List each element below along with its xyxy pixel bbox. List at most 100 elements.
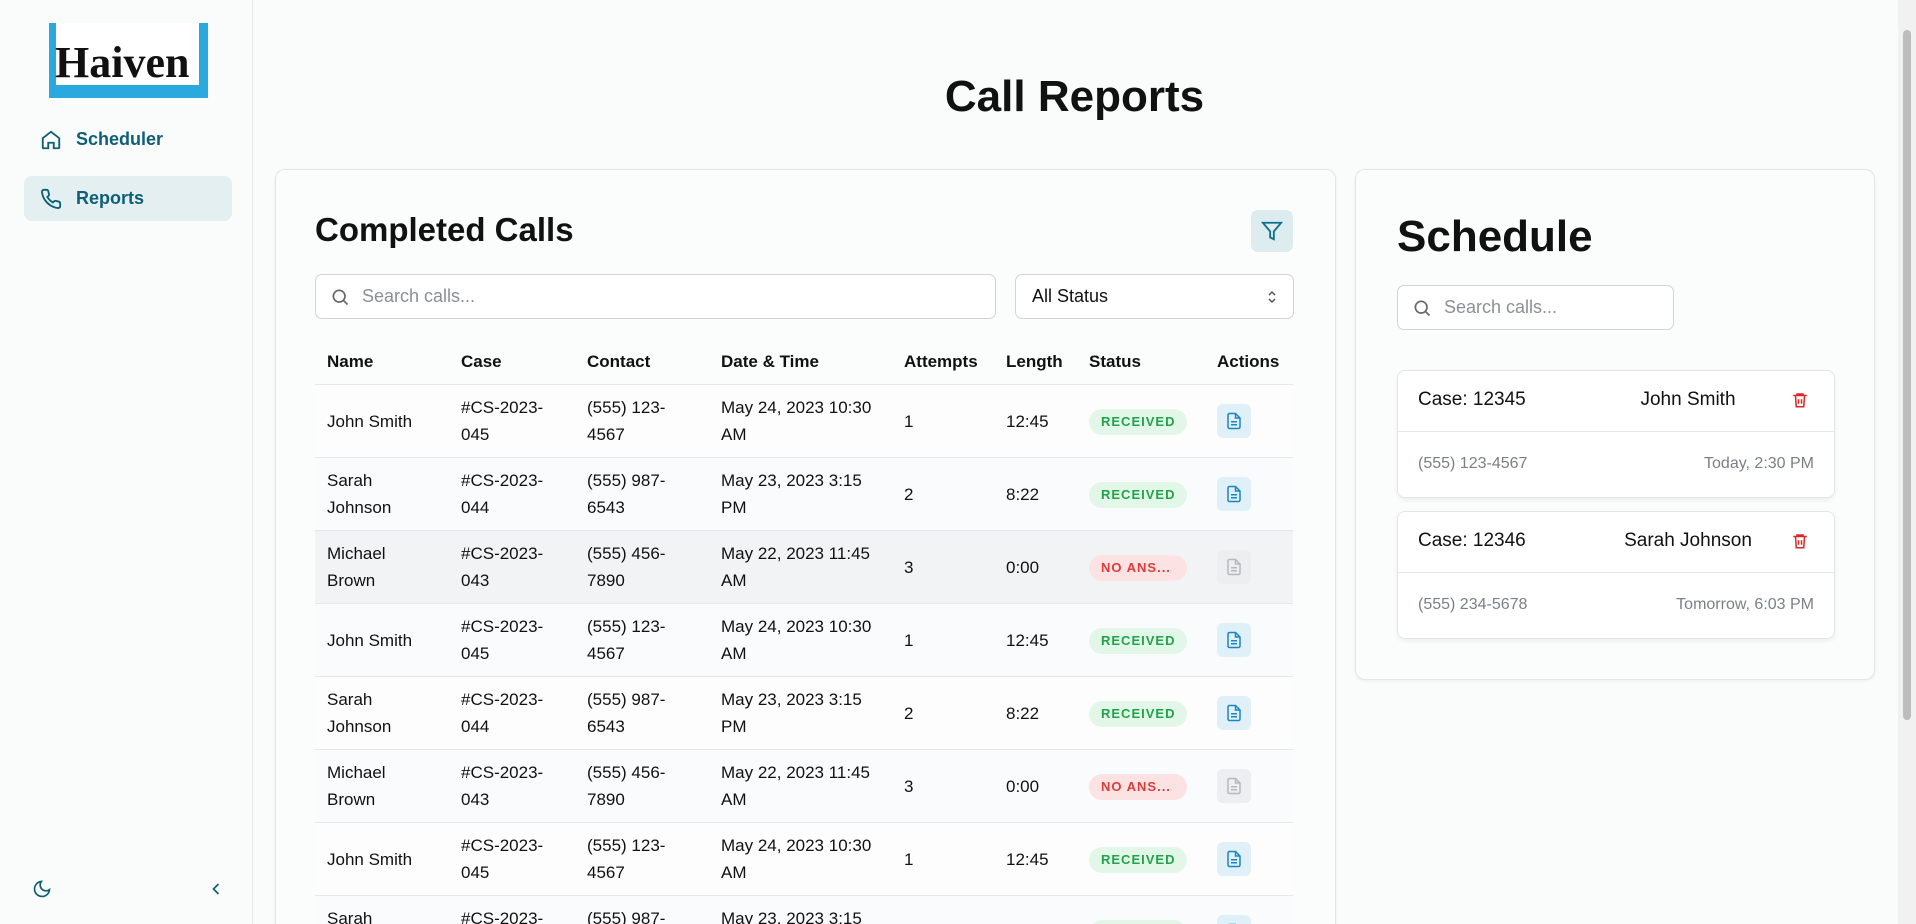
column-header: Name — [315, 340, 449, 385]
status-badge: RECEIVED — [1089, 482, 1187, 508]
column-header: Contact — [575, 340, 709, 385]
cell: 8:22 — [994, 895, 1077, 924]
cell: 2 — [892, 457, 994, 531]
cell: #CS-2023-045 — [449, 822, 575, 896]
cell: May 22, 2023 11:45 AM — [709, 749, 892, 823]
status-badge: RECEIVED — [1089, 920, 1187, 924]
call-time: Tomorrow, 6:03 PM — [1676, 596, 1814, 613]
collapse-button[interactable] — [206, 879, 226, 899]
cell: #CS-2023-045 — [449, 603, 575, 677]
cell: John Smith — [315, 822, 449, 896]
search-placeholder: Search calls... — [362, 286, 476, 306]
actions-cell — [1205, 457, 1293, 531]
actions-cell — [1205, 676, 1293, 750]
status-cell: RECEIVED — [1077, 457, 1205, 531]
filter-button[interactable] — [1251, 210, 1293, 252]
status-cell: RECEIVED — [1077, 822, 1205, 896]
phone: (555) 123-4567 — [1418, 455, 1528, 472]
view-report-button[interactable] — [1217, 404, 1251, 438]
cell: May 24, 2023 10:30 AM — [709, 384, 892, 458]
nav-label: Scheduler — [76, 129, 164, 149]
call-row: John Smith #CS-2023-045 (555) 123-4567 May … — [315, 603, 1293, 677]
cell: May 24, 2023 10:30 AM — [709, 822, 892, 896]
case-number: Case: 12346 — [1418, 530, 1526, 551]
cell: 1 — [892, 384, 994, 458]
actions-cell — [1205, 895, 1293, 924]
cell: 3 — [892, 530, 994, 604]
cell: May 24, 2023 10:30 AM — [709, 603, 892, 677]
calls-title: Completed Calls — [315, 211, 574, 248]
search-placeholder: Search calls... — [1444, 297, 1558, 317]
cell: May 23, 2023 3:15 PM — [709, 457, 892, 531]
cell: (555) 987-6543 — [575, 457, 709, 531]
divider — [1398, 572, 1834, 573]
cell: John Smith — [315, 603, 449, 677]
column-header: Case — [449, 340, 575, 385]
schedule-search[interactable]: Search calls... — [1397, 285, 1674, 330]
actions-cell — [1205, 822, 1293, 896]
status-badge: RECEIVED — [1089, 847, 1187, 873]
actions-cell — [1205, 530, 1293, 604]
cell: (555) 123-4567 — [575, 822, 709, 896]
view-report-button[interactable] — [1217, 477, 1251, 511]
status-cell: NO ANS... — [1077, 749, 1205, 823]
phone: (555) 234-5678 — [1418, 596, 1528, 613]
status-select[interactable]: All Status — [1015, 274, 1294, 319]
nav-reports[interactable]: Reports — [24, 176, 232, 221]
delete-button[interactable] — [1791, 391, 1809, 414]
view-report-button[interactable] — [1217, 915, 1251, 924]
cell: 8:22 — [994, 457, 1077, 531]
cell: Sarah Johnson — [315, 457, 449, 531]
logo[interactable]: Haiven — [49, 23, 208, 98]
cell: #CS-2023-043 — [449, 530, 575, 604]
view-report-button[interactable] — [1217, 550, 1251, 584]
status-badge: NO ANS... — [1089, 555, 1187, 581]
cell: Michael Brown — [315, 749, 449, 823]
logo-text: Haiven — [55, 38, 190, 87]
cell: 12:45 — [994, 603, 1077, 677]
calls-search[interactable]: Search calls... — [315, 274, 996, 319]
cell: 1 — [892, 603, 994, 677]
column-header: Attempts — [892, 340, 994, 385]
cell: 8:22 — [994, 676, 1077, 750]
schedule-item[interactable]: Case: 12346 Sarah Johnson (555) 234-5678 To… — [1397, 511, 1835, 639]
scrollbar[interactable] — [1898, 0, 1916, 924]
column-header: Status — [1077, 340, 1205, 385]
cell: 3 — [892, 749, 994, 823]
schedule-item[interactable]: Case: 12345 John Smith (555) 123-4567 Today… — [1397, 370, 1835, 498]
cell: Michael Brown — [315, 530, 449, 604]
view-report-button[interactable] — [1217, 842, 1251, 876]
cell: May 22, 2023 11:45 AM — [709, 530, 892, 604]
cell: #CS-2023-044 — [449, 676, 575, 750]
cell: 2 — [892, 676, 994, 750]
cell: 1 — [892, 822, 994, 896]
nav-scheduler[interactable]: Scheduler — [24, 117, 232, 162]
cell: Sarah Johnson — [315, 895, 449, 924]
theme-toggle[interactable] — [32, 879, 52, 899]
actions-cell — [1205, 603, 1293, 677]
status-cell: RECEIVED — [1077, 895, 1205, 924]
select-value: All Status — [1032, 286, 1109, 306]
status-cell: RECEIVED — [1077, 603, 1205, 677]
view-report-button[interactable] — [1217, 696, 1251, 730]
actions-cell — [1205, 749, 1293, 823]
cell: 12:45 — [994, 822, 1077, 896]
contact-name: Sarah Johnson — [1624, 530, 1752, 551]
view-report-button[interactable] — [1217, 769, 1251, 803]
status-cell: NO ANS... — [1077, 530, 1205, 604]
nav-label: Reports — [76, 188, 145, 208]
calls-table: Name Case Contact Date & Time Attempts Length… — [315, 340, 1293, 924]
cell: (555) 456-7890 — [575, 749, 709, 823]
cell: John Smith — [315, 384, 449, 458]
column-header: Actions — [1205, 340, 1293, 385]
cell: 0:00 — [994, 749, 1077, 823]
cell: (555) 456-7890 — [575, 530, 709, 604]
delete-button[interactable] — [1791, 532, 1809, 555]
cell: (555) 123-4567 — [575, 603, 709, 677]
status-badge: RECEIVED — [1089, 701, 1187, 727]
contact-name: John Smith — [1640, 389, 1736, 410]
call-row: Michael Brown #CS-2023-043 (555) 456-7890 M… — [315, 530, 1293, 604]
view-report-button[interactable] — [1217, 623, 1251, 657]
case-number: Case: 12345 — [1418, 389, 1526, 410]
